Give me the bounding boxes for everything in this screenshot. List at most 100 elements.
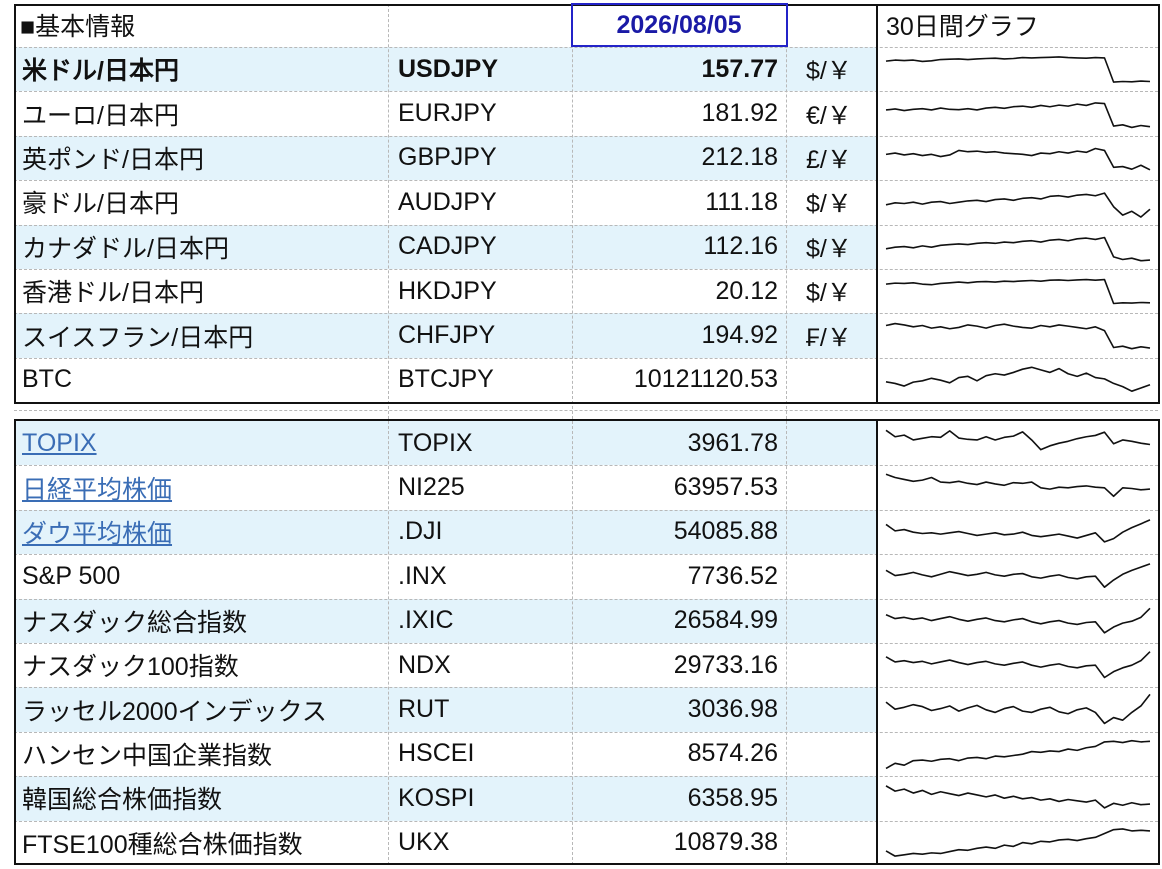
sparkline-cell[interactable] [878,510,1158,554]
row-name[interactable]: 日経平均株価 [14,465,388,509]
sparkline-cell[interactable] [878,465,1158,509]
row-value[interactable]: 194.92 [701,321,778,350]
sparkline-line [885,147,1151,171]
row-unit[interactable]: €/￥ [806,101,852,130]
row-name[interactable]: FTSE100種総合株価指数 [22,830,303,859]
row-code[interactable]: CHFJPY [398,321,496,350]
row-value[interactable]: 63957.53 [673,473,778,502]
row-unit[interactable]: £/￥ [806,145,852,174]
row-code[interactable]: CADJPY [398,232,497,261]
row-unit[interactable]: $/￥ [806,190,852,219]
row-gridline [14,776,1158,778]
row-code[interactable]: GBPJPY [398,143,497,172]
row-code[interactable]: EURJPY [398,99,497,128]
sparkline-cell[interactable] [878,269,1158,313]
sparkline-cell[interactable] [878,358,1158,402]
sparkline-cell[interactable] [878,225,1158,269]
row-unit[interactable]: $/￥ [806,57,852,86]
sparkline-line [885,192,1151,219]
graph-title[interactable]: 30日間グラフ [886,13,1039,41]
sparkline-line [885,473,1151,498]
row-name[interactable]: ハンセン中国企業指数 [22,741,273,770]
row-value[interactable]: 3036.98 [687,695,778,724]
row-value[interactable]: 112.16 [703,232,778,261]
row-name[interactable]: 米ドル/日本円 [22,57,179,86]
row-value[interactable]: 29733.16 [673,650,778,679]
sparkline-cell[interactable] [878,643,1158,687]
row-value[interactable]: 10121120.53 [633,365,778,394]
sparkline-cell[interactable] [878,180,1158,224]
row-code[interactable]: .DJI [398,517,443,546]
row-value[interactable]: 26584.99 [673,606,778,635]
row-code[interactable]: .INX [398,561,447,590]
row-gridline [14,687,1158,689]
sparkline-cell[interactable] [878,599,1158,643]
index-row: FTSE100種総合株価指数 UKX 10879.38 [0,821,1162,865]
row-value[interactable]: 111.18 [705,187,778,216]
row-value[interactable]: 212.18 [701,143,778,172]
row-unit[interactable]: ₣/￥ [806,323,852,352]
row-code[interactable]: HSCEI [398,739,475,768]
row-value[interactable]: 6358.95 [687,783,778,812]
row-code[interactable]: AUDJPY [398,187,497,216]
row-name[interactable]: 香港ドル/日本円 [22,279,204,308]
row-name[interactable]: 韓国総合株価指数 [22,786,223,815]
sparkline-cell[interactable] [878,687,1158,731]
row-code[interactable]: UKX [398,828,450,857]
row-name[interactable]: スイスフラン/日本円 [22,323,254,352]
row-value[interactable]: 20.12 [715,276,778,305]
row-code[interactable]: NI225 [398,473,465,502]
sparkline-cell[interactable] [878,421,1158,465]
row-unit[interactable]: $/￥ [806,234,852,263]
row-name[interactable]: ラッセル2000インデックス [22,697,327,726]
row-name[interactable]: S&P 500 [22,561,121,590]
row-value[interactable]: 54085.88 [673,517,778,546]
row-value[interactable]: 8574.26 [687,739,778,768]
row-value[interactable]: 181.92 [701,99,778,128]
sparkline-cell[interactable] [878,732,1158,776]
row-gridline [14,410,1158,411]
sparkline-cell[interactable] [878,313,1158,357]
row-name[interactable]: TOPIX [14,421,388,465]
row-gridline [14,509,1158,511]
row-code[interactable]: USDJPY [398,54,499,83]
sparkline-cell[interactable] [878,554,1158,598]
row-name[interactable]: ナスダック総合指数 [22,608,248,637]
row-code[interactable]: NDX [398,650,451,679]
row-name-link[interactable]: ダウ平均株価 [22,519,173,548]
row-name[interactable]: ナスダック100指数 [22,653,239,682]
row-value[interactable]: 3961.78 [687,428,778,457]
sparkline-chart [885,56,1151,83]
sparkline-cell[interactable] [878,47,1158,91]
row-value[interactable]: 7736.52 [687,561,778,590]
row-value[interactable]: 10879.38 [673,828,778,857]
row-unit[interactable]: $/￥ [806,279,852,308]
row-name[interactable]: ユーロ/日本円 [22,101,179,130]
sparkline-cell[interactable] [878,821,1158,865]
graph-column-divider-top [876,4,878,404]
row-value[interactable]: 157.77 [701,54,778,83]
row-code[interactable]: KOSPI [398,783,475,812]
row-name-link[interactable]: TOPIX [22,428,97,457]
row-name[interactable]: カナダドル/日本円 [22,234,229,263]
row-code[interactable]: BTCJPY [398,365,494,394]
sparkline-line [885,236,1151,262]
row-code[interactable]: RUT [398,695,450,724]
row-code[interactable]: .IXIC [398,606,454,635]
row-code[interactable]: HKDJPY [398,276,497,305]
row-name-link[interactable]: 日経平均株価 [22,475,173,504]
sparkline-cell[interactable] [878,136,1158,180]
column-gridline [572,406,573,865]
date-cell[interactable]: 2026/08/05 [616,10,742,39]
row-code[interactable]: TOPIX [398,428,473,457]
row-name[interactable]: ダウ平均株価 [14,510,388,554]
sparkline-cell[interactable] [878,776,1158,820]
row-name[interactable]: 英ポンド/日本円 [22,145,204,174]
row-name[interactable]: BTC [22,365,72,394]
currency-row: 豪ドル/日本円 AUDJPY 111.18 $/￥ [0,180,1162,224]
sparkline-chart [885,785,1151,809]
sparkline-cell[interactable] [878,91,1158,135]
row-name[interactable]: 豪ドル/日本円 [22,190,179,219]
row-gridline [14,643,1158,644]
sheet-title[interactable]: ■基本情報 [20,13,136,41]
